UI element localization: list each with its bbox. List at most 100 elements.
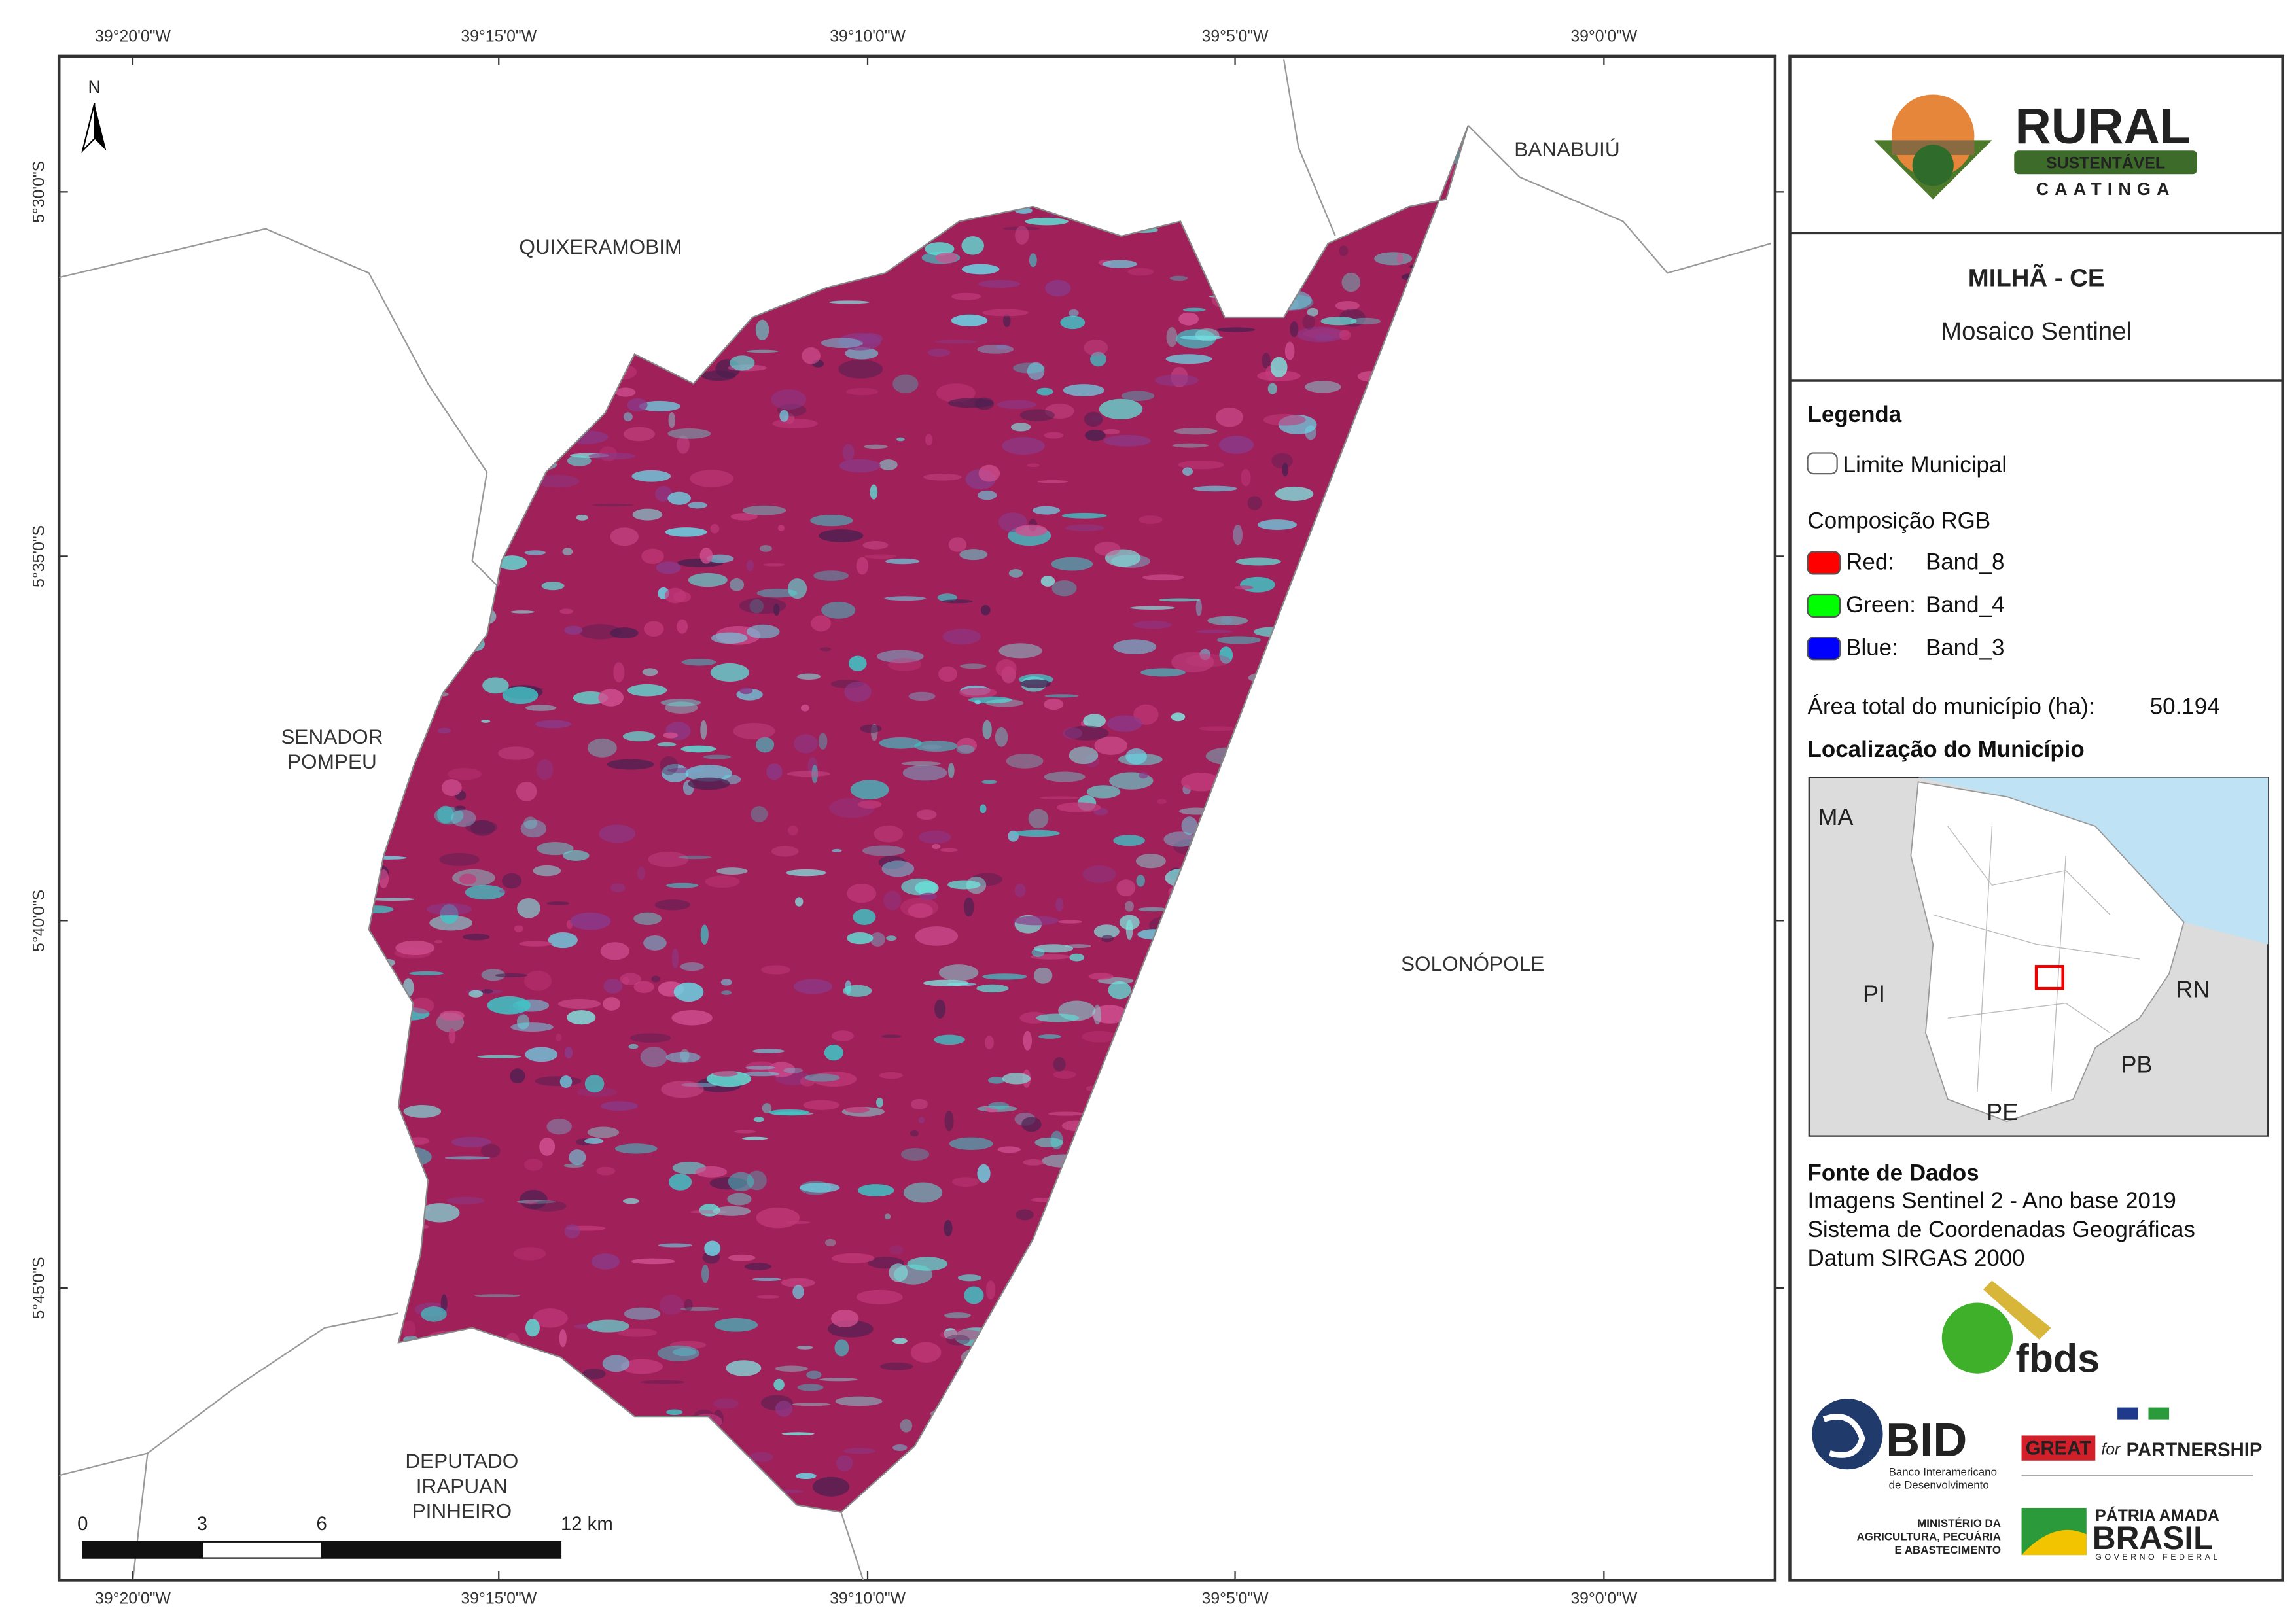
mosaic-patch [1136,875,1145,887]
mosaic-patch [699,547,713,564]
mosaic-patch [1341,272,1360,292]
bid: BID [1886,1414,1967,1467]
mosaic-patch [623,427,656,442]
mosaic-patch [787,578,807,599]
bottom-tick-label: 39°10'0"W [830,1590,906,1608]
mosaic-patch [862,845,906,856]
mosaic-patch [1133,620,1172,629]
place-label: SENADOR [281,725,383,748]
mosaic-patch [1062,727,1083,739]
brasil: BRASIL [2093,1520,2214,1556]
mosaic-patch [846,387,879,396]
mosaic-patch [879,737,922,749]
mosaic-patch [1053,1057,1066,1072]
mosaic-patch [661,1080,704,1098]
mosaic-patch [1061,512,1107,519]
bid-sub: de Desenvolvimento [1889,1479,1989,1492]
mosaic-patch [783,1068,804,1073]
mosaic-patch [624,1307,661,1320]
mosaic-patch [1010,423,1031,432]
mosaic-patch [1138,907,1167,912]
mosaic-patch [584,1138,604,1144]
mosaic-patch [525,1047,558,1062]
mosaic-patch [923,979,969,986]
mosaic-patch [980,604,991,616]
mosaic-patch [465,884,505,900]
mosaic-patch [749,1452,774,1462]
mosaic-patch [592,503,635,507]
mosaic-patch [510,610,535,614]
mosaic-patch [874,825,904,843]
mosaic-patch [842,444,855,461]
place-label: DEPUTADO [405,1449,518,1473]
mosaic-patch [1091,1005,1128,1024]
mosaic-patch [1033,967,1053,984]
mosaic-patch [482,677,509,694]
mosaic-patch [1282,462,1288,477]
mosaic-patch [836,1455,853,1471]
mosaic-patch [745,1066,775,1070]
mosaic-patch [1140,668,1186,677]
mosaic-patch [1083,714,1106,728]
mosaic-patch [465,820,498,834]
mosaic-patch [440,1294,448,1313]
mosaic-patch [633,912,662,925]
mosaic-patch [797,1384,824,1391]
mosaic-patch [925,242,955,256]
mosaic-patch [985,1280,996,1300]
mosaic-patch [656,561,681,574]
mosaic-patch [470,820,495,836]
mosaic-patch [1181,816,1198,835]
mosaic-patch [1084,340,1108,356]
mosaic-patch [931,844,941,850]
mosaic-patch [648,851,689,867]
mosaic-patch [498,746,535,760]
mosaic-patch [910,1342,942,1363]
mosaic-patch [1002,226,1040,231]
mosaic-patch [746,349,779,353]
mosaic-patch [1125,748,1147,765]
mosaic-patch [938,964,979,981]
mosaic-patch [1069,953,1085,962]
inset-map: MA PI RN PB PE [1808,777,2269,1137]
mosaic-patch [1038,1034,1061,1039]
mosaic-patch [1019,409,1055,421]
mosaic-patch [997,400,1036,410]
mosaic-patch [613,662,625,683]
mosaic-patch [881,860,915,877]
mosaic-patch [1093,924,1120,939]
mosaic-patch [1106,715,1142,732]
mosaic-patch [1233,524,1243,546]
mosaic-patch [974,700,981,705]
mosaic-patch [743,1072,779,1077]
mosaic-patch [480,1143,501,1158]
mosaic-patch [839,459,881,473]
mosaic-patch [803,1100,839,1110]
mosaic-patch [1069,746,1099,765]
north-label: N [88,77,101,97]
mosaic-patch [673,591,692,602]
mosaic-patch [610,883,626,893]
mosaic-patch [870,932,885,947]
mosaic-patch [781,1278,815,1287]
band-name: Band_3 [1926,635,2004,660]
mosaic-patch [1240,576,1275,593]
mosaic-patch [525,1319,540,1337]
mosaic-patch [537,842,574,856]
mosaic-patch [726,1360,762,1376]
mosaic-patch [617,1328,658,1337]
mosaic-patch [813,1476,850,1497]
mosaic-patch [883,890,902,911]
mosaic-patch [1094,736,1127,755]
mosaic-patch [951,1177,980,1187]
mosaic-patch [1305,381,1341,393]
mosaic-patch [756,1295,780,1299]
mosaic-patch [667,491,691,505]
mosaic-patch [437,805,454,824]
boundaries [59,59,1771,1580]
bid-logo: BID Banco Interamericano de Desenvolvime… [1812,1399,1997,1492]
mosaic-patch [843,1448,875,1454]
top-tick-label: 39°20'0"W [95,27,171,45]
mosaic-patch [1015,226,1029,245]
mosaic-patch [481,969,506,981]
